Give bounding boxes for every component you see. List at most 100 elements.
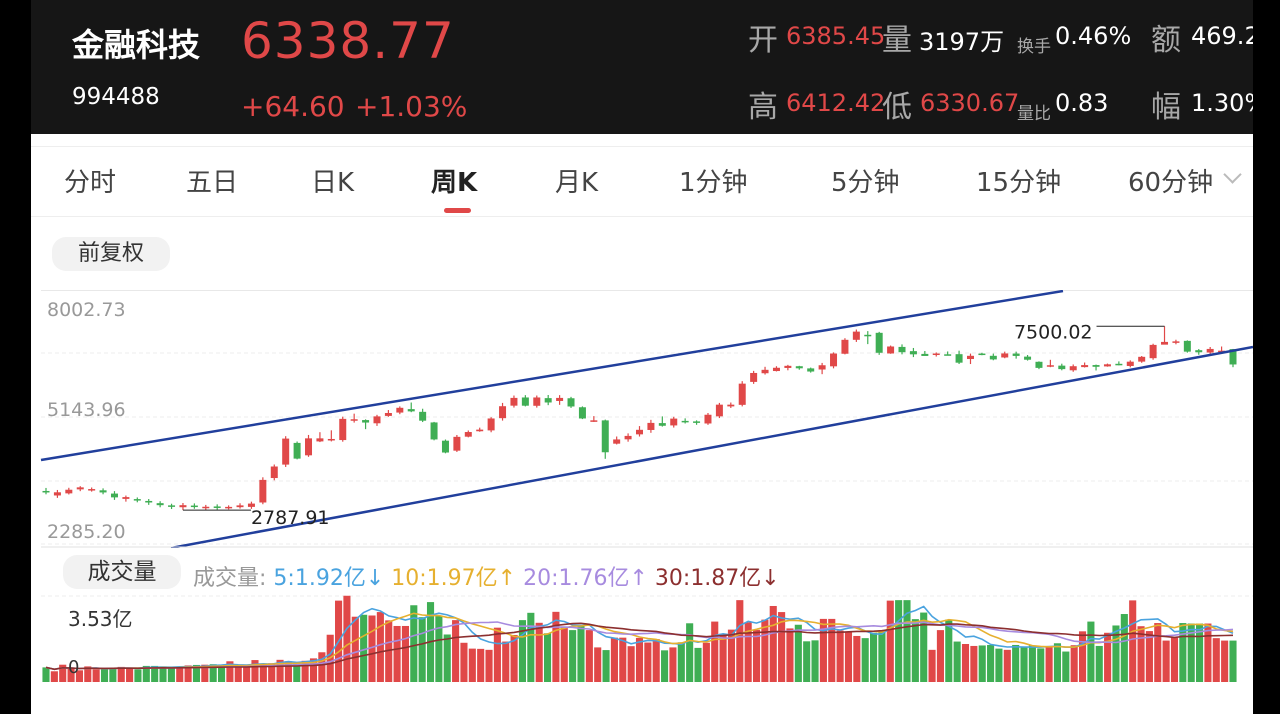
candle xyxy=(1115,361,1123,366)
turnover-label: 换手 xyxy=(1017,37,1051,57)
volume-chart[interactable] xyxy=(31,594,1253,684)
volume-bar xyxy=(1078,631,1087,682)
candle-body xyxy=(499,406,507,419)
ma30-value: 30:1.87亿↓ xyxy=(654,566,780,591)
candle xyxy=(966,353,974,365)
candle-body xyxy=(567,398,575,407)
candle xyxy=(396,406,404,415)
candle-body xyxy=(362,420,370,423)
candle-body xyxy=(932,353,940,356)
candle xyxy=(384,410,392,417)
tab-60min[interactable]: 60分钟 xyxy=(1128,168,1214,198)
volume-bar xyxy=(543,633,552,682)
volume-bar xyxy=(1196,623,1204,682)
volume-indicator-button[interactable]: 成交量 xyxy=(63,555,181,589)
tab-15min[interactable]: 15分钟 xyxy=(976,168,1062,198)
volume-bar xyxy=(50,671,58,682)
volume-bar xyxy=(978,645,986,682)
chevron-down-icon[interactable] xyxy=(1223,165,1242,184)
high-value: 6412.42 xyxy=(786,89,886,117)
candle-body xyxy=(772,367,780,372)
volume-bar xyxy=(928,649,936,682)
tab-5min[interactable]: 5分钟 xyxy=(831,168,900,198)
candle xyxy=(327,430,335,442)
candle-body xyxy=(1012,353,1020,356)
candle xyxy=(1024,354,1032,361)
candle-body xyxy=(202,506,210,509)
candle-body xyxy=(190,505,198,508)
volume-bar xyxy=(1012,644,1020,682)
candle-body xyxy=(1103,364,1111,367)
volume-bar xyxy=(644,642,652,682)
volume-bar xyxy=(109,667,117,682)
candle-body xyxy=(259,479,267,503)
volume-bar xyxy=(301,660,309,682)
volume-bar xyxy=(59,664,67,682)
candle-body xyxy=(670,418,678,426)
volume-bar xyxy=(1221,640,1229,682)
kline-chart[interactable]: 7500.02 2787.91 xyxy=(31,290,1253,548)
volume-bar xyxy=(159,666,167,682)
candle xyxy=(681,418,689,424)
candle xyxy=(727,402,735,408)
volume-bar xyxy=(502,641,510,682)
volume-bar xyxy=(1104,632,1112,682)
lower-trend-line xyxy=(170,345,1253,548)
tab-five-day[interactable]: 五日 xyxy=(186,168,239,198)
volume-bar xyxy=(268,663,276,682)
active-tab-underline xyxy=(444,208,471,213)
tab-weekly-k[interactable]: 周K xyxy=(431,168,478,198)
volume-bar xyxy=(67,668,75,682)
tab-daily-k[interactable]: 日K xyxy=(311,168,355,198)
adjust-button[interactable]: 前复权 xyxy=(52,237,170,271)
volume-bar xyxy=(1003,649,1011,682)
candle-body xyxy=(715,404,723,417)
candle-body xyxy=(613,439,621,444)
volume-bar xyxy=(1045,647,1053,682)
candle xyxy=(99,488,107,495)
candle xyxy=(1126,360,1134,368)
candle xyxy=(795,365,803,370)
candle-body xyxy=(830,353,838,367)
tab-1min[interactable]: 1分钟 xyxy=(679,168,748,198)
candle xyxy=(750,370,758,384)
volume-bar xyxy=(920,612,928,682)
upper-trend-line xyxy=(40,290,1064,462)
candle-body xyxy=(247,503,255,507)
volume-bar xyxy=(727,629,736,682)
volume-bar xyxy=(126,667,134,682)
candle-body xyxy=(464,432,472,437)
candle-body xyxy=(99,490,107,493)
candle xyxy=(53,489,61,498)
volume-bar xyxy=(201,664,209,682)
volume-bar xyxy=(1095,645,1103,682)
amplitude-label: 幅 xyxy=(1151,90,1181,125)
volume-bar xyxy=(376,612,384,682)
volume-bar xyxy=(602,650,610,682)
candle-body xyxy=(658,423,666,426)
volume-bar xyxy=(1112,625,1120,682)
tab-intraday[interactable]: 分时 xyxy=(64,168,117,198)
candle-body xyxy=(1149,344,1157,359)
candle-body xyxy=(727,404,735,407)
candle xyxy=(578,406,586,420)
candle-body xyxy=(65,489,73,494)
volume-bar xyxy=(1020,646,1028,682)
volume-bar xyxy=(75,670,83,682)
tab-monthly-k[interactable]: 月K xyxy=(555,168,599,198)
candle-body xyxy=(1195,350,1203,353)
candle xyxy=(293,441,301,460)
vol-ratio-label: 量比 xyxy=(1017,104,1051,124)
volume-bar xyxy=(535,622,543,682)
volume-bar xyxy=(518,620,527,682)
volume-bar xyxy=(1204,623,1212,682)
candle-body xyxy=(339,418,347,441)
candle xyxy=(1103,363,1111,367)
price-change: +64.60 xyxy=(241,90,345,123)
candle-body xyxy=(1229,349,1237,365)
amount-value: 469.2 xyxy=(1191,22,1253,50)
candle xyxy=(932,352,940,357)
volume-bar xyxy=(1229,640,1237,682)
last-price: 6338.77 xyxy=(241,12,455,70)
candle-body xyxy=(989,355,997,360)
